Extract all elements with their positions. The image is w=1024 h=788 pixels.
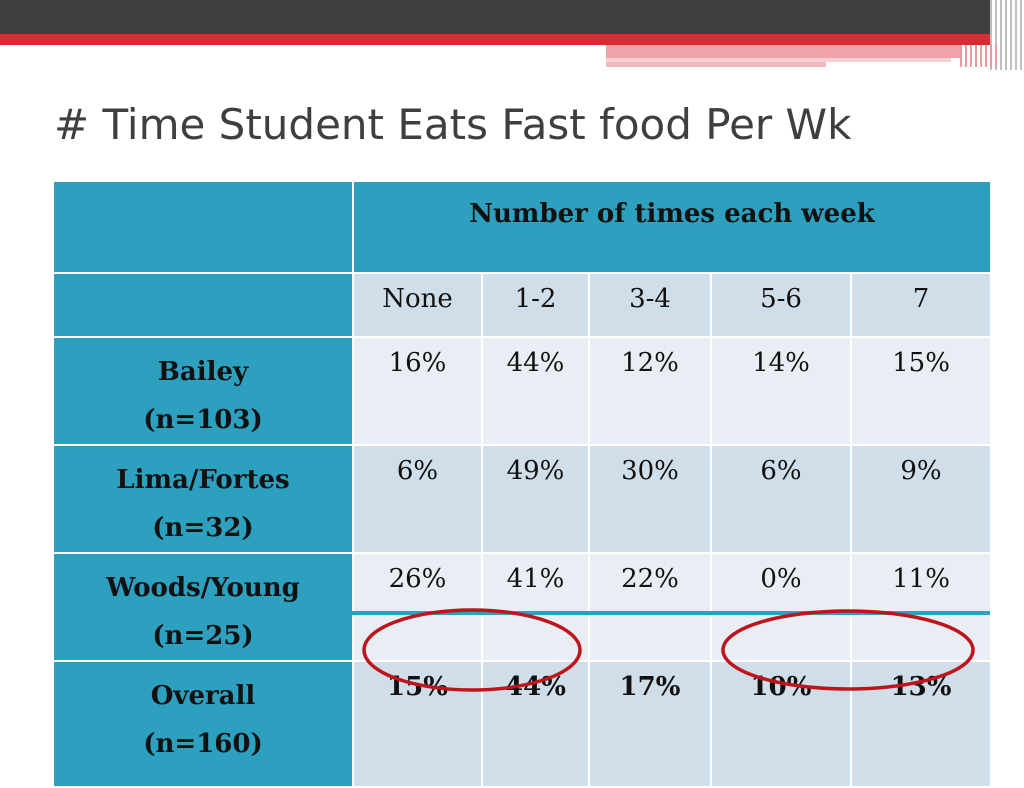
table-cell: 17% [588,660,712,788]
column-header: None [352,272,483,338]
top-bar [0,0,1024,34]
table-cell: 13% [849,660,993,788]
table-cell: 16% [352,336,483,446]
row-label: Lima/Fortes [116,465,290,495]
column-header: 5-6 [710,272,852,338]
table-header: Number of times each week [351,180,993,274]
header-row: Number of times each week [52,180,993,274]
pink-stripe [606,58,951,62]
table-cell: 12% [588,336,712,446]
row-count: (n=103) [143,405,263,435]
column-header: 7 [849,272,993,338]
row-label: Bailey [157,357,249,387]
table-cell: 49% [481,444,590,554]
table-cell: 44% [481,660,590,788]
table-cell: 0% [710,552,852,662]
column-header-row: None 1-2 3-4 5-6 7 [52,272,993,338]
table-row-overall: Overall (n=160) 15% 44% 17% 10% 13% [52,660,993,788]
table-row: Bailey (n=103) 16% 44% 12% 14% 15% [52,336,993,446]
table-cell: 9% [849,444,993,554]
table-cell: 6% [352,444,483,554]
table-row: Woods/Young (n=25) 26% 41% 22% 0% 11% [52,552,993,662]
table-cell: 14% [710,336,852,446]
slide-title: # Time Student Eats Fast food Per Wk [54,100,852,149]
pink-stripe [606,45,1000,58]
table-cell: 15% [849,336,993,446]
red-stripe [0,34,1000,45]
table-cell: 15% [352,660,483,788]
table-cell: 10% [710,660,852,788]
column-header: 3-4 [588,272,712,338]
table-cell: 22% [588,552,712,662]
table-cell: 26% [352,552,483,662]
table-cell: 44% [481,336,590,446]
data-table: Number of times each week None 1-2 3-4 5… [52,180,993,788]
row-count: (n=25) [152,621,254,651]
table-cell: 6% [710,444,852,554]
row-header: Bailey (n=103) [52,336,354,446]
row-header: Lima/Fortes (n=32) [52,444,354,554]
table-row: Lima/Fortes (n=32) 6% 49% 30% 6% 9% [52,444,993,554]
decorative-lines [960,45,1000,67]
column-header: 1-2 [481,272,590,338]
table-cell: 30% [588,444,712,554]
corner-cell [52,180,354,274]
row-label: Woods/Young [106,573,300,603]
corner-cell [52,272,354,338]
pink-stripe [606,62,826,67]
row-header: Overall (n=160) [52,660,354,788]
table-cell: 41% [481,552,590,662]
row-label: Overall [150,681,256,711]
row-header: Woods/Young (n=25) [52,552,354,662]
row-count: (n=32) [152,513,254,543]
row-count: (n=160) [143,729,263,759]
table-cell: 11% [849,552,993,662]
divider-line [352,611,990,615]
